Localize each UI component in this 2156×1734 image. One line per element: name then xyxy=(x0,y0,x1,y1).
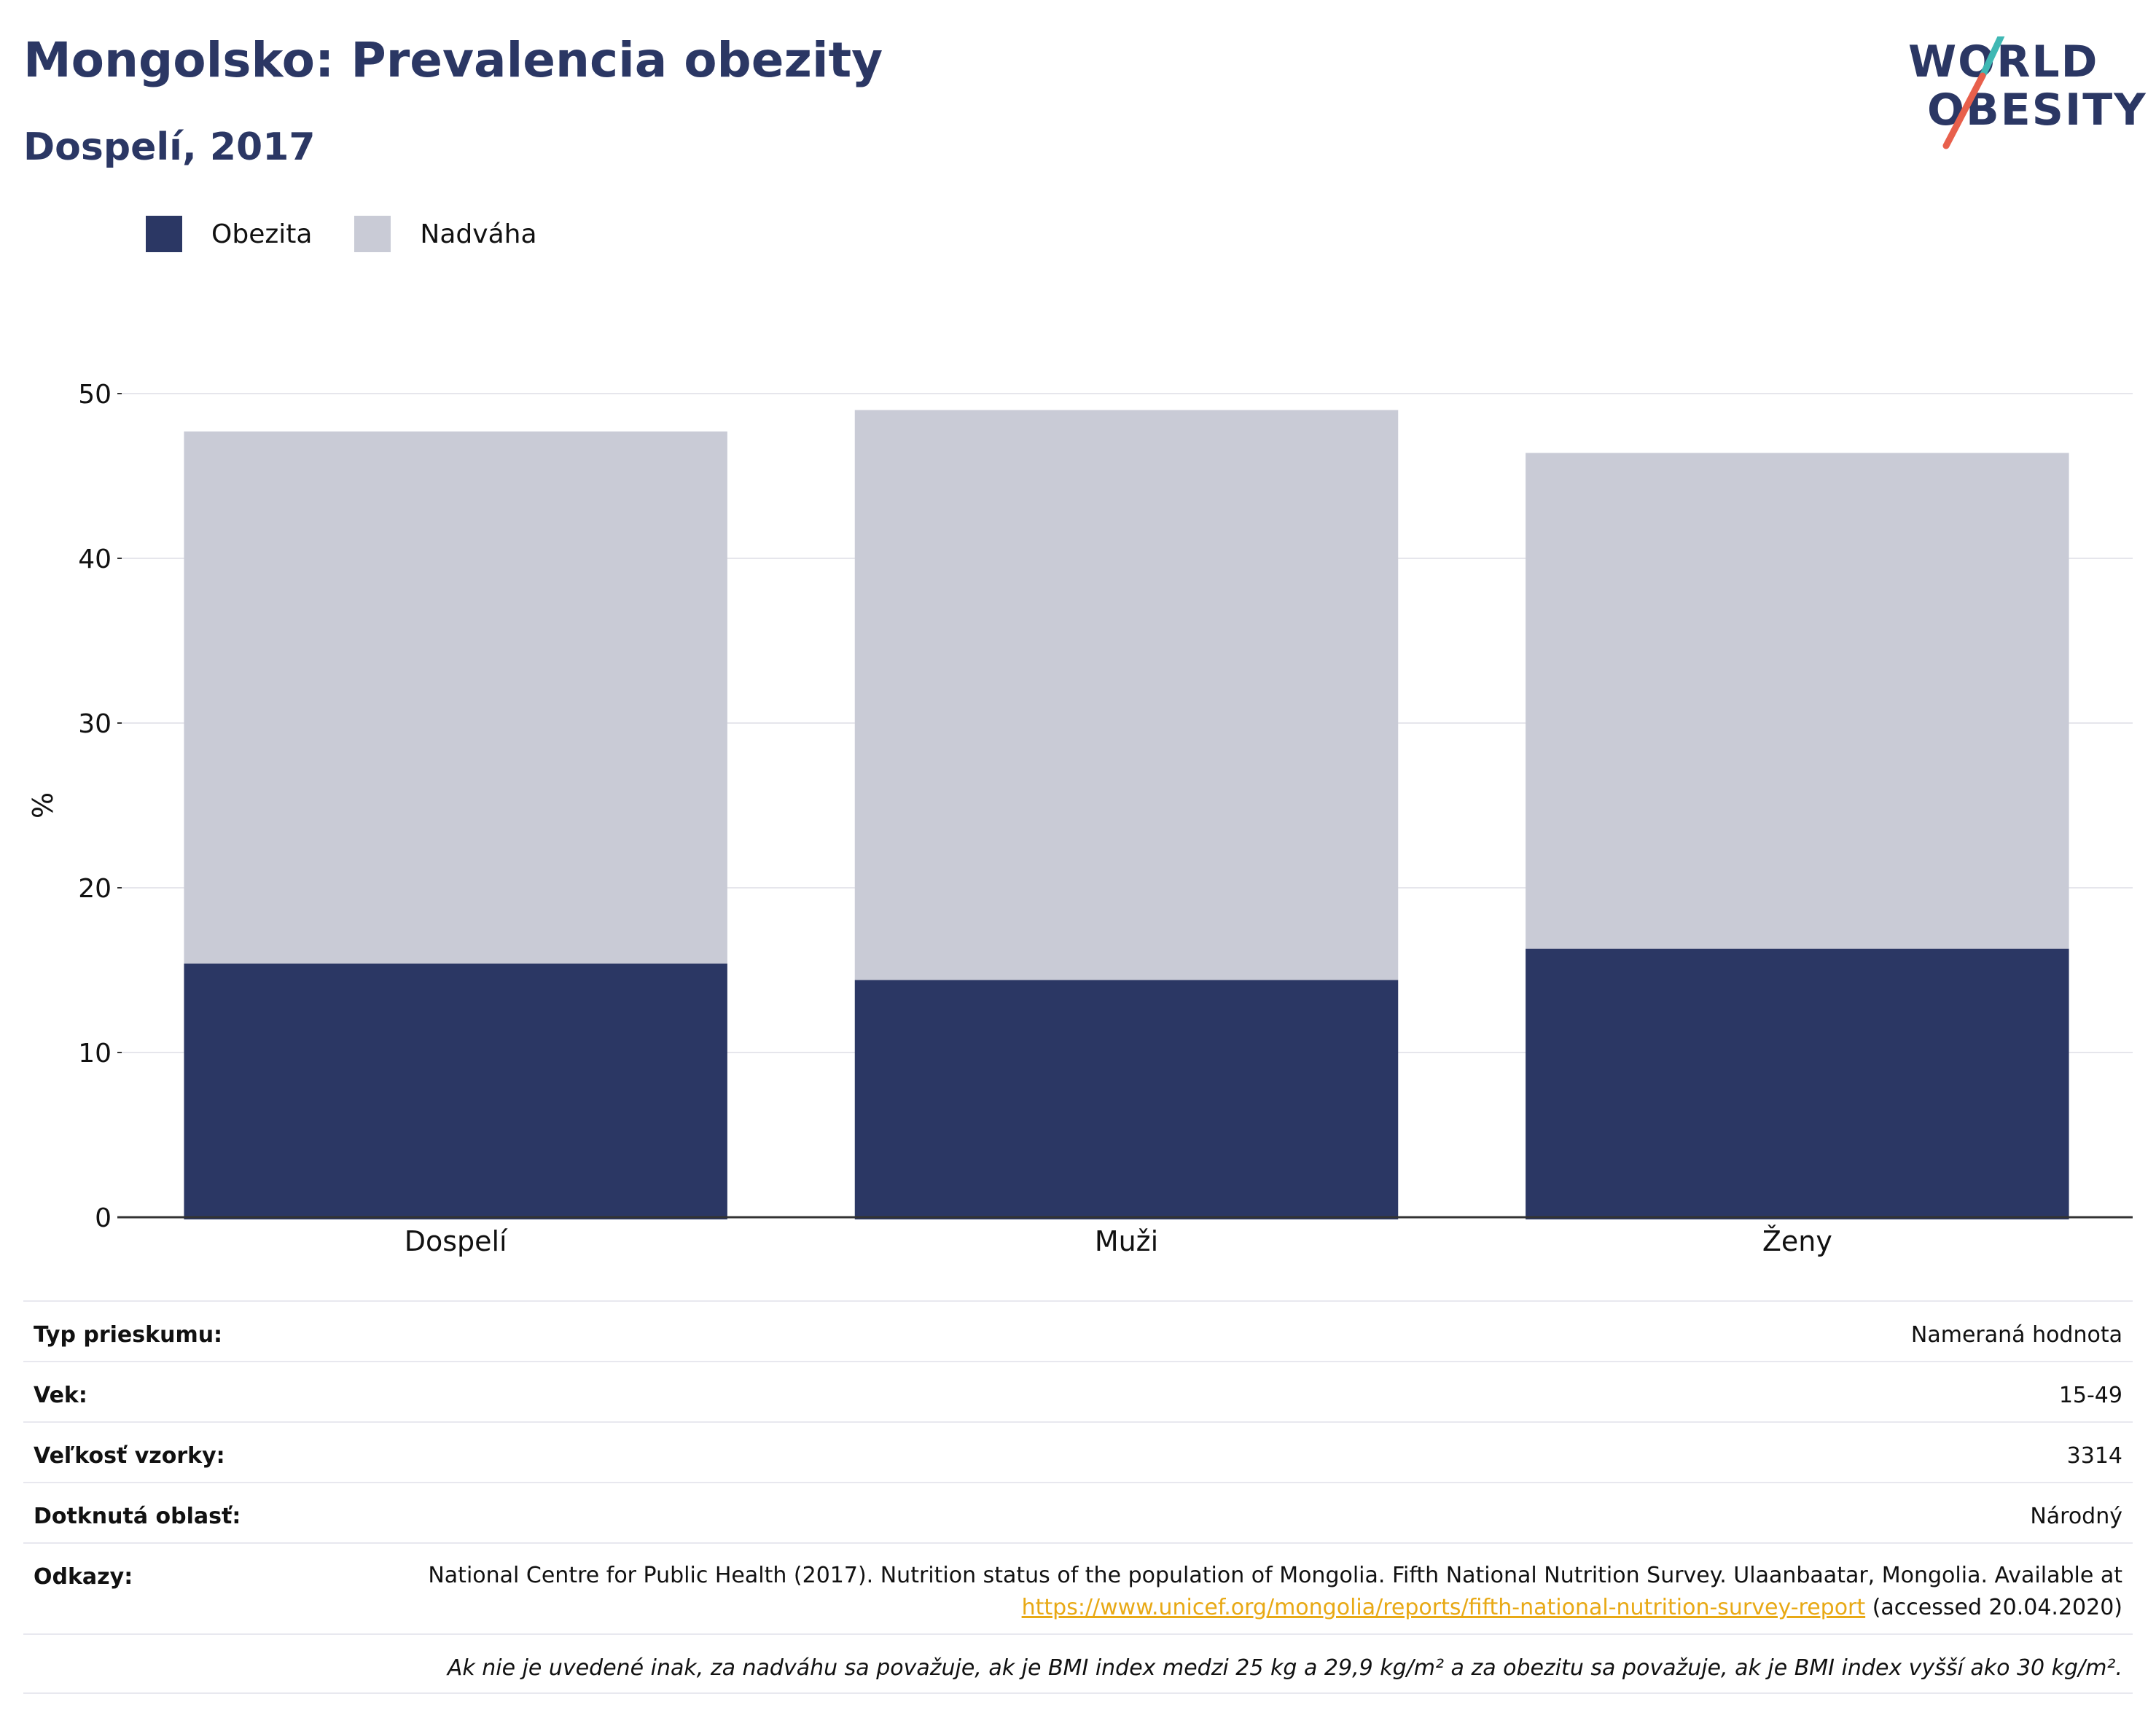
info-row-survey-type: Typ prieskumu: Nameraná hodnota xyxy=(23,1300,2133,1361)
age-label: Vek: xyxy=(34,1383,87,1408)
info-row-area: Dotknutá oblasť: Národný xyxy=(23,1482,2133,1542)
bar-overweight xyxy=(184,431,727,964)
chart-subtitle: Dospelí, 2017 xyxy=(23,125,316,169)
y-tick-label: 40 xyxy=(78,544,112,574)
y-tick-label: 10 xyxy=(78,1039,112,1069)
references-label: Odkazy: xyxy=(34,1564,133,1590)
bar-obesity xyxy=(854,980,1399,1219)
bar-overweight xyxy=(854,410,1399,980)
legend-item-obesity: Obezita xyxy=(146,216,312,252)
age-value: 15-49 xyxy=(2058,1383,2122,1408)
x-tick-label: Ženy xyxy=(1762,1225,1832,1257)
bar-overweight xyxy=(1526,453,2069,949)
area-label: Dotknutá oblasť: xyxy=(34,1504,241,1529)
references-text: National Centre for Public Health (2017)… xyxy=(428,1563,2122,1588)
legend-item-overweight: Nadváha xyxy=(354,216,537,252)
legend-swatch-obesity xyxy=(146,216,182,252)
footnote-text: Ak nie je uvedené inak, za nadváhu sa po… xyxy=(447,1655,2122,1681)
y-tick-label: 20 xyxy=(78,874,112,904)
bar-obesity xyxy=(184,963,727,1219)
references-value: National Centre for Public Health (2017)… xyxy=(373,1560,2122,1624)
survey-type-value: Nameraná hodnota xyxy=(1910,1322,2122,1348)
survey-type-label: Typ prieskumu: xyxy=(34,1322,223,1348)
x-tick-label: Muži xyxy=(1095,1225,1158,1257)
info-row-sample-size: Veľkosť vzorky: 3314 xyxy=(23,1421,2133,1482)
legend-label-obesity: Obezita xyxy=(211,219,313,249)
x-tick-label: Dospelí xyxy=(405,1225,508,1257)
legend-swatch-overweight xyxy=(354,216,391,252)
bar-chart: 0 10 20 30 40 50% Dospelí Muži Ženy xyxy=(27,380,2133,1257)
y-tick-label: 30 xyxy=(78,709,112,739)
y-tick-label: 0 xyxy=(95,1203,112,1233)
legend: Obezita Nadváha xyxy=(146,216,579,252)
sample-size-label: Veľkosť vzorky: xyxy=(34,1443,225,1469)
y-axis-label: % xyxy=(27,792,59,819)
info-row-age: Vek: 15-49 xyxy=(23,1361,2133,1421)
y-tick-label: 50 xyxy=(78,380,112,410)
legend-label-overweight: Nadváha xyxy=(420,219,537,249)
references-link[interactable]: https://www.unicef.org/mongolia/reports/… xyxy=(1021,1595,1866,1620)
references-accessed: (accessed 20.04.2020) xyxy=(1865,1595,2122,1620)
chart-title: Mongolsko: Prevalencia obezity xyxy=(23,32,883,88)
survey-info-table: Typ prieskumu: Nameraná hodnota Vek: 15-… xyxy=(23,1300,2133,1694)
info-row-footnote: Ak nie je uvedené inak, za nadváhu sa po… xyxy=(23,1633,2133,1694)
sample-size-value: 3314 xyxy=(2066,1443,2122,1469)
logo-text-world: WORLD xyxy=(1908,36,2099,87)
area-value: Národný xyxy=(2030,1504,2122,1529)
world-obesity-logo: WORLD OBESITY xyxy=(1902,36,2146,153)
info-row-references: Odkazy: National Centre for Public Healt… xyxy=(23,1542,2133,1633)
bar-obesity xyxy=(1526,948,2069,1219)
logo-slash-icon xyxy=(1942,36,2005,149)
